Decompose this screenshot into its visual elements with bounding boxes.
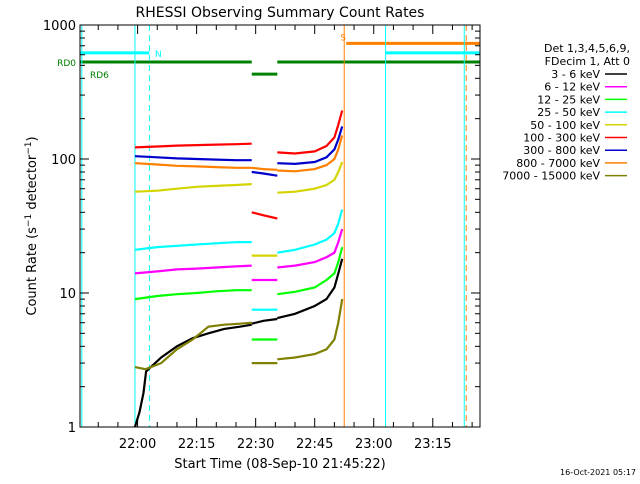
state-bar-label: RD6 bbox=[90, 71, 109, 81]
series-line bbox=[134, 289, 252, 301]
series-50-100-keV bbox=[134, 161, 344, 257]
x-axis-label: Start Time (08-Sep-10 21:45:22) bbox=[174, 457, 385, 472]
y-axis: 1 10 100 1000 bbox=[43, 19, 480, 436]
series-line bbox=[277, 161, 344, 194]
series-line bbox=[134, 142, 252, 149]
series-line bbox=[251, 166, 278, 171]
series-line bbox=[277, 135, 344, 173]
x-tick-label: 22:15 bbox=[178, 437, 215, 452]
series-7000-15000-keV bbox=[134, 298, 344, 371]
x-tick-label: 22:45 bbox=[296, 437, 333, 452]
state-bar-label: N bbox=[155, 50, 162, 60]
series-6-12-keV bbox=[134, 228, 344, 282]
y-tick-label: 1 bbox=[68, 421, 76, 436]
series-line bbox=[251, 317, 278, 325]
series-line bbox=[134, 321, 252, 371]
x-tick-label: 22:00 bbox=[119, 437, 156, 452]
series-line bbox=[277, 258, 344, 320]
series-line bbox=[133, 323, 252, 428]
x-tick-label: 23:00 bbox=[355, 437, 392, 452]
series-line bbox=[251, 211, 278, 220]
series-12-25-keV bbox=[134, 246, 344, 341]
series-line bbox=[277, 209, 344, 254]
series-layer bbox=[133, 110, 344, 428]
x-tick-label: 22:30 bbox=[237, 437, 274, 452]
series-line bbox=[134, 264, 252, 275]
legend: Det 1,3,4,5,6,9, FDecim 1, Att 0 3 - 6 k… bbox=[502, 42, 630, 183]
y-label-mid: detector bbox=[25, 154, 40, 214]
series-line bbox=[134, 162, 252, 169]
state-bar-label: S bbox=[340, 33, 346, 43]
legend-entry-label: 25 - 50 keV bbox=[537, 106, 600, 119]
footer-timestamp: 16-Oct-2021 05:17 bbox=[560, 468, 636, 477]
legend-header-line-2: FDecim 1, Att 0 bbox=[545, 55, 630, 68]
y-label-end: ) bbox=[25, 136, 40, 141]
series-line bbox=[277, 228, 344, 269]
y-label-main: Count Rate (s bbox=[25, 227, 40, 316]
state-bars: N S RD0 RD6 bbox=[57, 33, 480, 81]
plot-frame bbox=[79, 24, 481, 428]
legend-entry-label: 6 - 12 keV bbox=[544, 81, 600, 94]
series-line bbox=[277, 298, 344, 361]
series-line bbox=[277, 126, 344, 166]
series-line bbox=[134, 241, 252, 251]
state-vertical-lines bbox=[81, 25, 467, 427]
legend-entry-label: 100 - 300 keV bbox=[523, 132, 600, 145]
series-800-7000-keV bbox=[134, 135, 344, 173]
legend-entry-label: 800 - 7000 keV bbox=[516, 157, 600, 170]
y-axis-label: Count Rate (s−1 detector−1) bbox=[24, 136, 40, 315]
y-label-sup1: −1 bbox=[24, 214, 34, 227]
legend-header-line-1: Det 1,3,4,5,6,9, bbox=[544, 42, 630, 55]
x-tick-label: 23:15 bbox=[414, 437, 451, 452]
legend-entry-label: 7000 - 15000 keV bbox=[502, 170, 600, 183]
series-300-800-keV bbox=[134, 126, 344, 177]
series-25-50-keV bbox=[134, 209, 344, 311]
legend-entry-label: 300 - 800 keV bbox=[523, 144, 600, 157]
y-label-sup2: −1 bbox=[24, 141, 34, 154]
series-line bbox=[134, 183, 252, 193]
legend-entry-label: 50 - 100 keV bbox=[530, 119, 600, 132]
legend-entry-label: 3 - 6 keV bbox=[551, 68, 600, 81]
y-tick-label: 10 bbox=[59, 287, 76, 302]
series-line bbox=[277, 110, 344, 155]
series-3-6-keV bbox=[133, 258, 344, 428]
series-100-300-keV bbox=[134, 110, 344, 220]
series-line bbox=[277, 246, 344, 296]
series-line bbox=[134, 155, 252, 162]
chart-title: RHESSI Observing Summary Count Rates bbox=[136, 5, 425, 21]
series-line bbox=[251, 170, 278, 177]
x-axis: 22:00 22:15 22:30 22:45 23:00 23:15 bbox=[97, 25, 473, 452]
y-tick-label: 1000 bbox=[43, 19, 76, 34]
y-tick-label: 100 bbox=[51, 153, 76, 168]
state-bar-label: RD0 bbox=[57, 59, 76, 69]
legend-entry-label: 12 - 25 keV bbox=[537, 93, 600, 106]
